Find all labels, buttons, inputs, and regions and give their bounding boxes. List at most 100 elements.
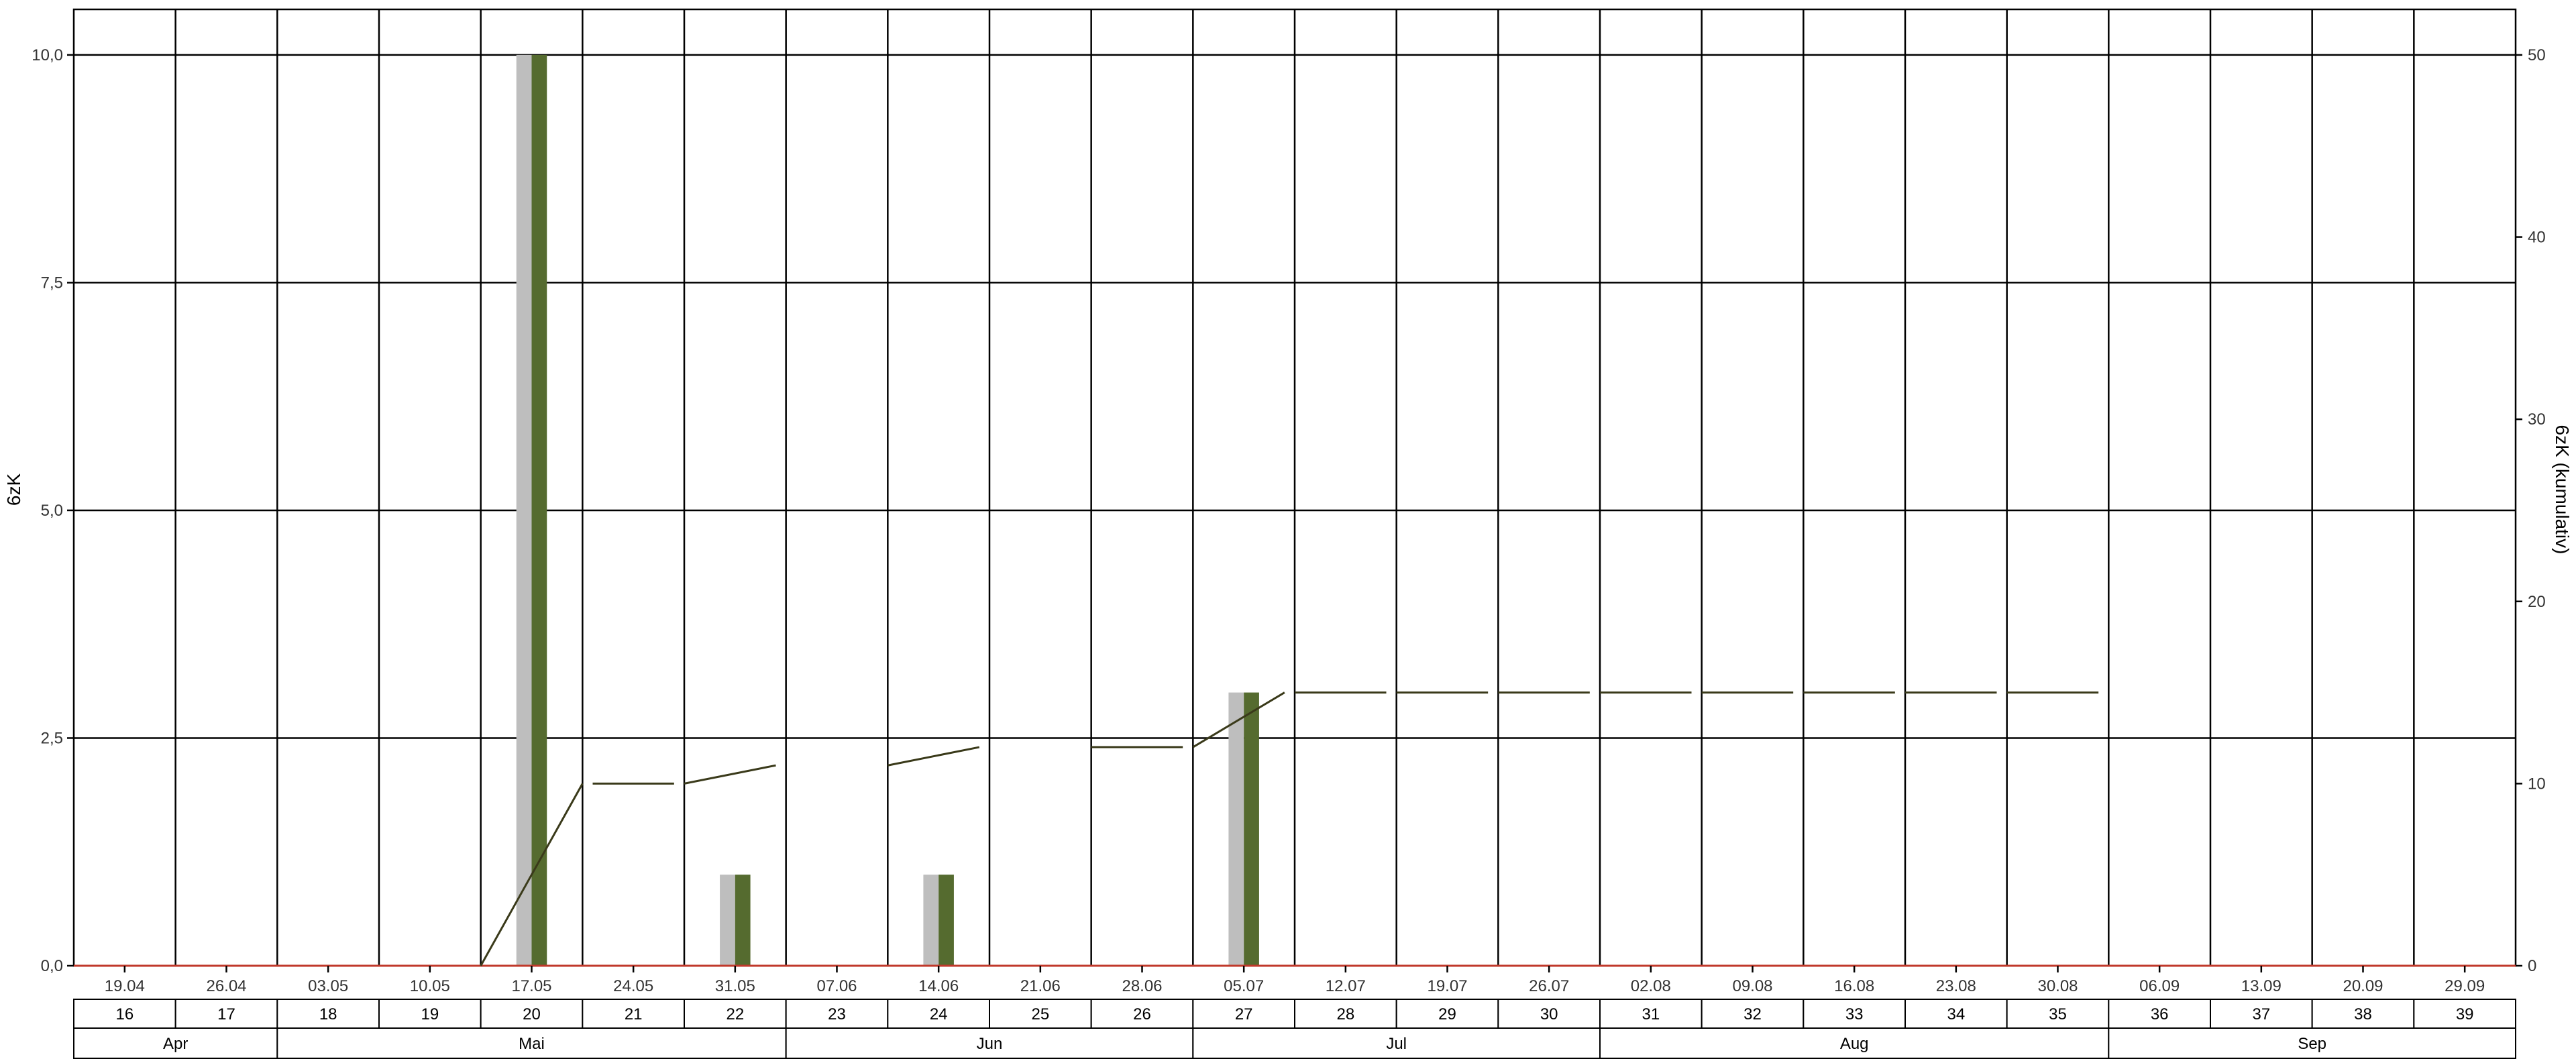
x-tick-label-date: 24.05 [613, 977, 653, 995]
bar-1-24 [938, 875, 954, 966]
week-cell [989, 999, 1092, 1029]
x-tick-label-date: 31.05 [715, 977, 755, 995]
week-label: 36 [2151, 1005, 2169, 1023]
week-label: 19 [421, 1005, 439, 1023]
y-tick-label-left: 0,0 [41, 957, 63, 975]
x-tick-label-date: 10.05 [410, 977, 450, 995]
grid-layer [72, 8, 2517, 967]
y-tick-label-right: 20 [2528, 593, 2546, 611]
week-label: 16 [115, 1005, 133, 1023]
week-label: 38 [2354, 1005, 2372, 1023]
x-tick-label-date: 02.08 [1631, 977, 1671, 995]
y-tick-label-right: 50 [2528, 46, 2546, 64]
x-tick-label-date: 30.08 [2037, 977, 2078, 995]
bar-1-20 [531, 54, 547, 966]
week-cell [684, 999, 787, 1029]
y-tick-label-left: 10,0 [32, 46, 63, 64]
bar-0-27 [1228, 692, 1244, 966]
x-tick-label-date: 28.06 [1122, 977, 1162, 995]
date-strip-layer: 16 17 18 19 20 21 22 23 24 25 26 27 28 29 30 31 32 33 34 35… [73, 999, 2516, 1059]
week-cell [1192, 999, 1296, 1029]
y-tick-label-left: 2,5 [41, 729, 63, 747]
week-label: 32 [1743, 1005, 1762, 1023]
x-tick-label-date: 23.08 [1936, 977, 1976, 995]
y-axis-label-left: 6zK [3, 473, 24, 506]
y-tick-label-right: 10 [2528, 775, 2546, 793]
week-cell [2210, 999, 2313, 1029]
week-cell [2108, 999, 2211, 1029]
week-label: 20 [523, 1005, 541, 1023]
x-tick-label-date: 17.05 [511, 977, 551, 995]
x-tick-label-date: 26.04 [206, 977, 246, 995]
week-label: 35 [2049, 1005, 2067, 1023]
x-tick-label-date: 06.09 [2139, 977, 2180, 995]
y-tick-label-right: 30 [2528, 410, 2546, 429]
week-label: 33 [1845, 1005, 1864, 1023]
bar-0-24 [923, 875, 939, 966]
x-tick-label-date: 20.09 [2343, 977, 2383, 995]
month-label: Sep [2298, 1035, 2326, 1053]
y-tick-label-right: 40 [2528, 229, 2546, 247]
week-cell [1090, 999, 1194, 1029]
cumulative-segment [480, 783, 584, 966]
week-label: 29 [1438, 1005, 1456, 1023]
month-label: Mai [519, 1035, 545, 1053]
week-cell [2311, 999, 2415, 1029]
x-tick-label-date: 12.07 [1326, 977, 1366, 995]
x-tick-label-date: 13.09 [2241, 977, 2282, 995]
month-cell [73, 1027, 278, 1059]
week-label: 28 [1336, 1005, 1354, 1023]
week-label: 23 [828, 1005, 846, 1023]
y-tick-label-left: 7,5 [41, 274, 63, 292]
x-tick-label-date: 05.07 [1224, 977, 1264, 995]
bar-1-22 [735, 875, 751, 966]
cumulative-segment [888, 746, 980, 767]
bar-1-27 [1244, 692, 1259, 966]
month-cell [785, 1027, 1194, 1059]
week-cell [378, 999, 482, 1029]
week-label: 27 [1235, 1005, 1253, 1023]
week-cell [1599, 999, 1703, 1029]
week-label: 24 [930, 1005, 948, 1023]
y-axis-label-right: 6zK (kumulativ) [2552, 425, 2573, 555]
x-tick-label-date: 21.06 [1020, 977, 1061, 995]
week-cell [2006, 999, 2110, 1029]
x-tick-label-date: 07.06 [816, 977, 857, 995]
x-tick-label-date: 19.07 [1427, 977, 1467, 995]
week-cell [2413, 999, 2516, 1029]
x-tick-label-date: 16.08 [1834, 977, 1874, 995]
axis-layer: 0,0 2,5 5,0 7,5 10,0 0 10 20 30 40 50 19.04 26.04 03.… [32, 46, 2545, 995]
week-cell [1803, 999, 1906, 1029]
month-label: Aug [1840, 1035, 1869, 1053]
x-tick-label-date: 19.04 [105, 977, 145, 995]
week-cell [1294, 999, 1397, 1029]
week-label: 17 [217, 1005, 235, 1023]
month-cell [1599, 1027, 2110, 1059]
week-label: 21 [625, 1005, 643, 1023]
y-tick-label-left: 5,0 [41, 502, 63, 520]
month-label: Jul [1386, 1035, 1407, 1053]
x-tick-label-date: 09.08 [1732, 977, 1772, 995]
cumulative-segment [1192, 691, 1285, 748]
week-label: 39 [2456, 1005, 2474, 1023]
week-cell [276, 999, 380, 1029]
cumulative-line-layer [74, 691, 2516, 967]
x-tick-label-date: 03.05 [308, 977, 348, 995]
week-label: 26 [1133, 1005, 1151, 1023]
week-label: 34 [1947, 1005, 1965, 1023]
week-cell [1701, 999, 1805, 1029]
week-label: 22 [726, 1005, 744, 1023]
x-tick-label-date: 29.09 [2445, 977, 2485, 995]
bar-0-20 [516, 54, 532, 966]
week-label: 18 [319, 1005, 337, 1023]
month-label: Jun [977, 1035, 1003, 1053]
week-label: 25 [1031, 1005, 1049, 1023]
week-label: 30 [1540, 1005, 1558, 1023]
cumulative-segment [684, 764, 776, 785]
bars-layer [516, 54, 1259, 966]
bar-0-22 [720, 875, 735, 966]
y-tick-label-right: 0 [2528, 957, 2536, 975]
month-label: Apr [163, 1035, 188, 1053]
week-cell [785, 999, 889, 1029]
